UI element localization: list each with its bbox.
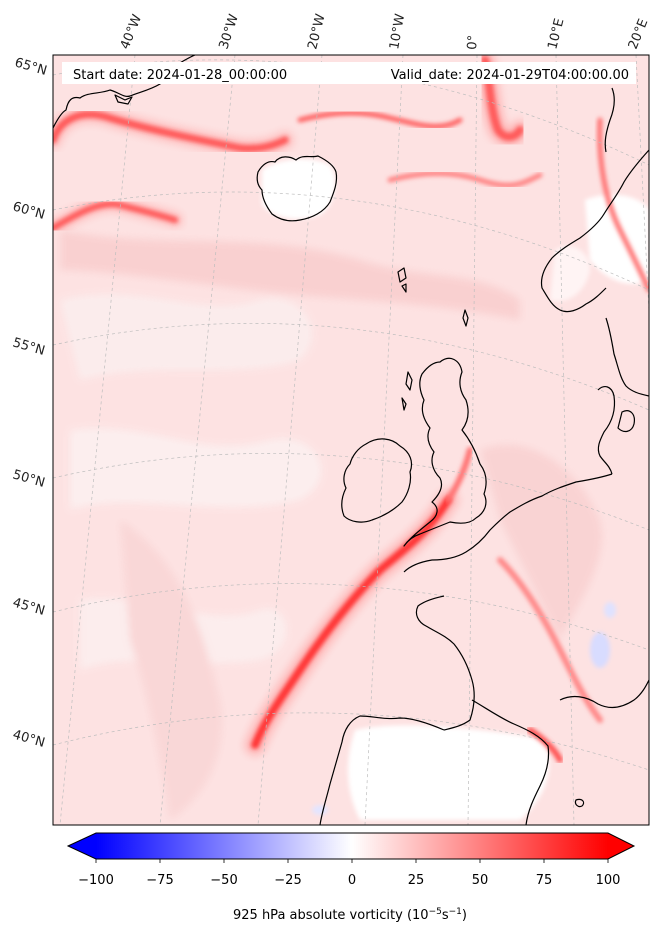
colorbar-ticks: −100 −75 −50 −25 0 25 50 75 100 bbox=[78, 859, 620, 888]
colorbar-low-extend bbox=[68, 833, 96, 859]
start-date-text: Start date: 2024-01-28_00:00:00 bbox=[73, 68, 287, 83]
north-atlantic-band-north-halo bbox=[53, 105, 294, 158]
latitude-label: 40°N bbox=[11, 727, 47, 750]
vorticity-field-patches bbox=[60, 230, 602, 820]
colorbar-gradient bbox=[96, 833, 608, 859]
iceland-coast bbox=[256, 155, 338, 222]
norwegian-coast-band bbox=[597, 117, 649, 293]
greenland-island bbox=[114, 94, 133, 105]
latitude-label: 45°N bbox=[11, 595, 47, 618]
colorbar-label-mid: s bbox=[442, 908, 449, 923]
longitude-label: 10°E bbox=[545, 17, 567, 51]
longitude-label: 40°W bbox=[118, 12, 145, 51]
zealand-island bbox=[617, 410, 635, 433]
colorbar-tick-label: 50 bbox=[472, 873, 489, 888]
ireland-coast bbox=[341, 438, 413, 523]
iberia-coast bbox=[319, 715, 445, 825]
negative-vorticity-spot bbox=[312, 805, 328, 815]
meridian-line bbox=[364, 55, 404, 825]
field-patch-pale bbox=[70, 428, 322, 510]
norway-white-area bbox=[550, 246, 590, 302]
cold-front-extension bbox=[445, 447, 473, 503]
bay-of-biscay-coast bbox=[415, 595, 475, 731]
latitude-label: 55°N bbox=[11, 335, 47, 358]
iberia-white-area bbox=[348, 725, 550, 820]
parallel-line bbox=[53, 712, 649, 771]
latitude-label: 50°N bbox=[11, 467, 47, 490]
longitude-labels: 40°W 30°W 20°W 10°W 0° 10°E 20°E bbox=[118, 12, 652, 51]
meridian-line bbox=[159, 55, 236, 825]
parallel-line bbox=[53, 323, 649, 411]
iberia-mediterranean-coast bbox=[471, 699, 550, 825]
colorbar-tick-label: 100 bbox=[596, 873, 621, 888]
hebrides-islands bbox=[401, 371, 413, 411]
balearic-islands bbox=[574, 798, 585, 808]
info-box bbox=[62, 62, 636, 84]
colorbar-tick-label: 25 bbox=[408, 873, 425, 888]
colorbar-tick-label: −25 bbox=[274, 873, 301, 888]
negative-vorticity-spot bbox=[590, 632, 610, 668]
colorbar-high-extend bbox=[608, 833, 634, 859]
faroe-islands bbox=[397, 267, 407, 293]
field-patch-darker bbox=[60, 230, 520, 320]
colorbar-label-exp2: −1 bbox=[449, 907, 462, 917]
colorbar-tick-label: −50 bbox=[210, 873, 237, 888]
colorbar-label-exp1: −5 bbox=[429, 907, 442, 917]
coastlines bbox=[53, 55, 649, 825]
iceland-white-area bbox=[262, 158, 336, 219]
meridian-line bbox=[555, 55, 575, 825]
map-panel bbox=[53, 55, 649, 825]
parallel-line bbox=[53, 191, 649, 291]
latitude-label: 60°N bbox=[11, 199, 47, 222]
norway-coast bbox=[540, 149, 649, 313]
sweden-coast bbox=[605, 317, 649, 397]
map-frame bbox=[52, 54, 650, 826]
iceland-east-band bbox=[297, 110, 463, 129]
faroe-band bbox=[387, 170, 543, 188]
colorbar-label-prefix: 925 hPa absolute vorticity (10 bbox=[233, 908, 429, 923]
meridian-line bbox=[257, 55, 323, 825]
field-patch-pale bbox=[60, 294, 313, 380]
field-patch-darker bbox=[480, 444, 602, 640]
longitude-label: 20°W bbox=[305, 12, 328, 51]
meridian-line bbox=[467, 55, 478, 825]
meridian-line bbox=[635, 55, 649, 319]
france-mediterranean-coast bbox=[559, 679, 649, 709]
field-patch-darker bbox=[120, 520, 222, 820]
colorbar-tick-label: −100 bbox=[78, 873, 114, 888]
colorbar-label: 925 hPa absolute vorticity (10−5s−1) bbox=[233, 907, 467, 923]
graticule bbox=[53, 55, 649, 825]
mediterranean-band bbox=[527, 727, 563, 763]
southern-greenland-band-halo bbox=[53, 196, 183, 236]
parallel-line bbox=[53, 59, 649, 166]
shetland-islands bbox=[462, 309, 469, 327]
latitude-labels: 65°N 60°N 55°N 50°N 45°N 40°N bbox=[11, 55, 49, 750]
colorbar: −100 −75 −50 −25 0 25 50 75 100 925 hPa absolute… bbox=[66, 832, 636, 923]
valid-date-text: Valid_date: 2024-01-29T04:00:00.00 bbox=[391, 68, 629, 83]
parallel-line bbox=[53, 583, 649, 651]
colorbar-label-suffix: ) bbox=[462, 908, 467, 923]
denmark-coast bbox=[597, 386, 616, 475]
cold-front-band bbox=[251, 496, 452, 749]
parallel-line bbox=[53, 453, 649, 531]
great-britain-coast bbox=[403, 357, 487, 547]
colorbar-tick-label: 0 bbox=[348, 873, 356, 888]
continental-coast bbox=[403, 473, 613, 573]
biscay-band bbox=[497, 557, 603, 723]
meridian-line bbox=[59, 55, 136, 825]
longitude-label: 10°W bbox=[387, 13, 408, 51]
latitude-label: 65°N bbox=[13, 55, 49, 78]
colorbar-tick-label: 75 bbox=[536, 873, 553, 888]
longitude-label: 0° bbox=[465, 34, 481, 50]
longitude-label: 30°W bbox=[217, 12, 242, 51]
norway-north-coast bbox=[604, 87, 615, 153]
colorbar-tick-label: −75 bbox=[146, 873, 173, 888]
longitude-label: 20°E bbox=[626, 17, 652, 52]
negative-vorticity-spot bbox=[604, 602, 616, 618]
